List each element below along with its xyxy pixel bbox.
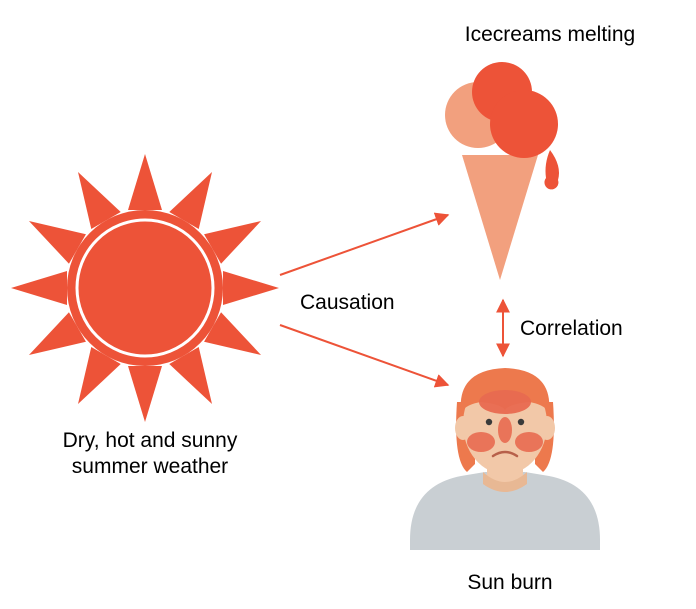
icecream-icon xyxy=(445,62,559,280)
label-summer-weather: Dry, hot and sunny summer weather xyxy=(30,428,270,481)
sunburn-face-icon xyxy=(410,368,600,550)
arrow-causation-top xyxy=(280,215,448,275)
label-causation: Causation xyxy=(300,290,440,316)
arrow-causation-bottom xyxy=(280,325,448,385)
sun-icon xyxy=(11,154,279,422)
label-correlation: Correlation xyxy=(520,316,670,342)
label-icecreams-melting: Icecreams melting xyxy=(420,22,680,48)
label-sun-burn: Sun burn xyxy=(420,570,600,596)
